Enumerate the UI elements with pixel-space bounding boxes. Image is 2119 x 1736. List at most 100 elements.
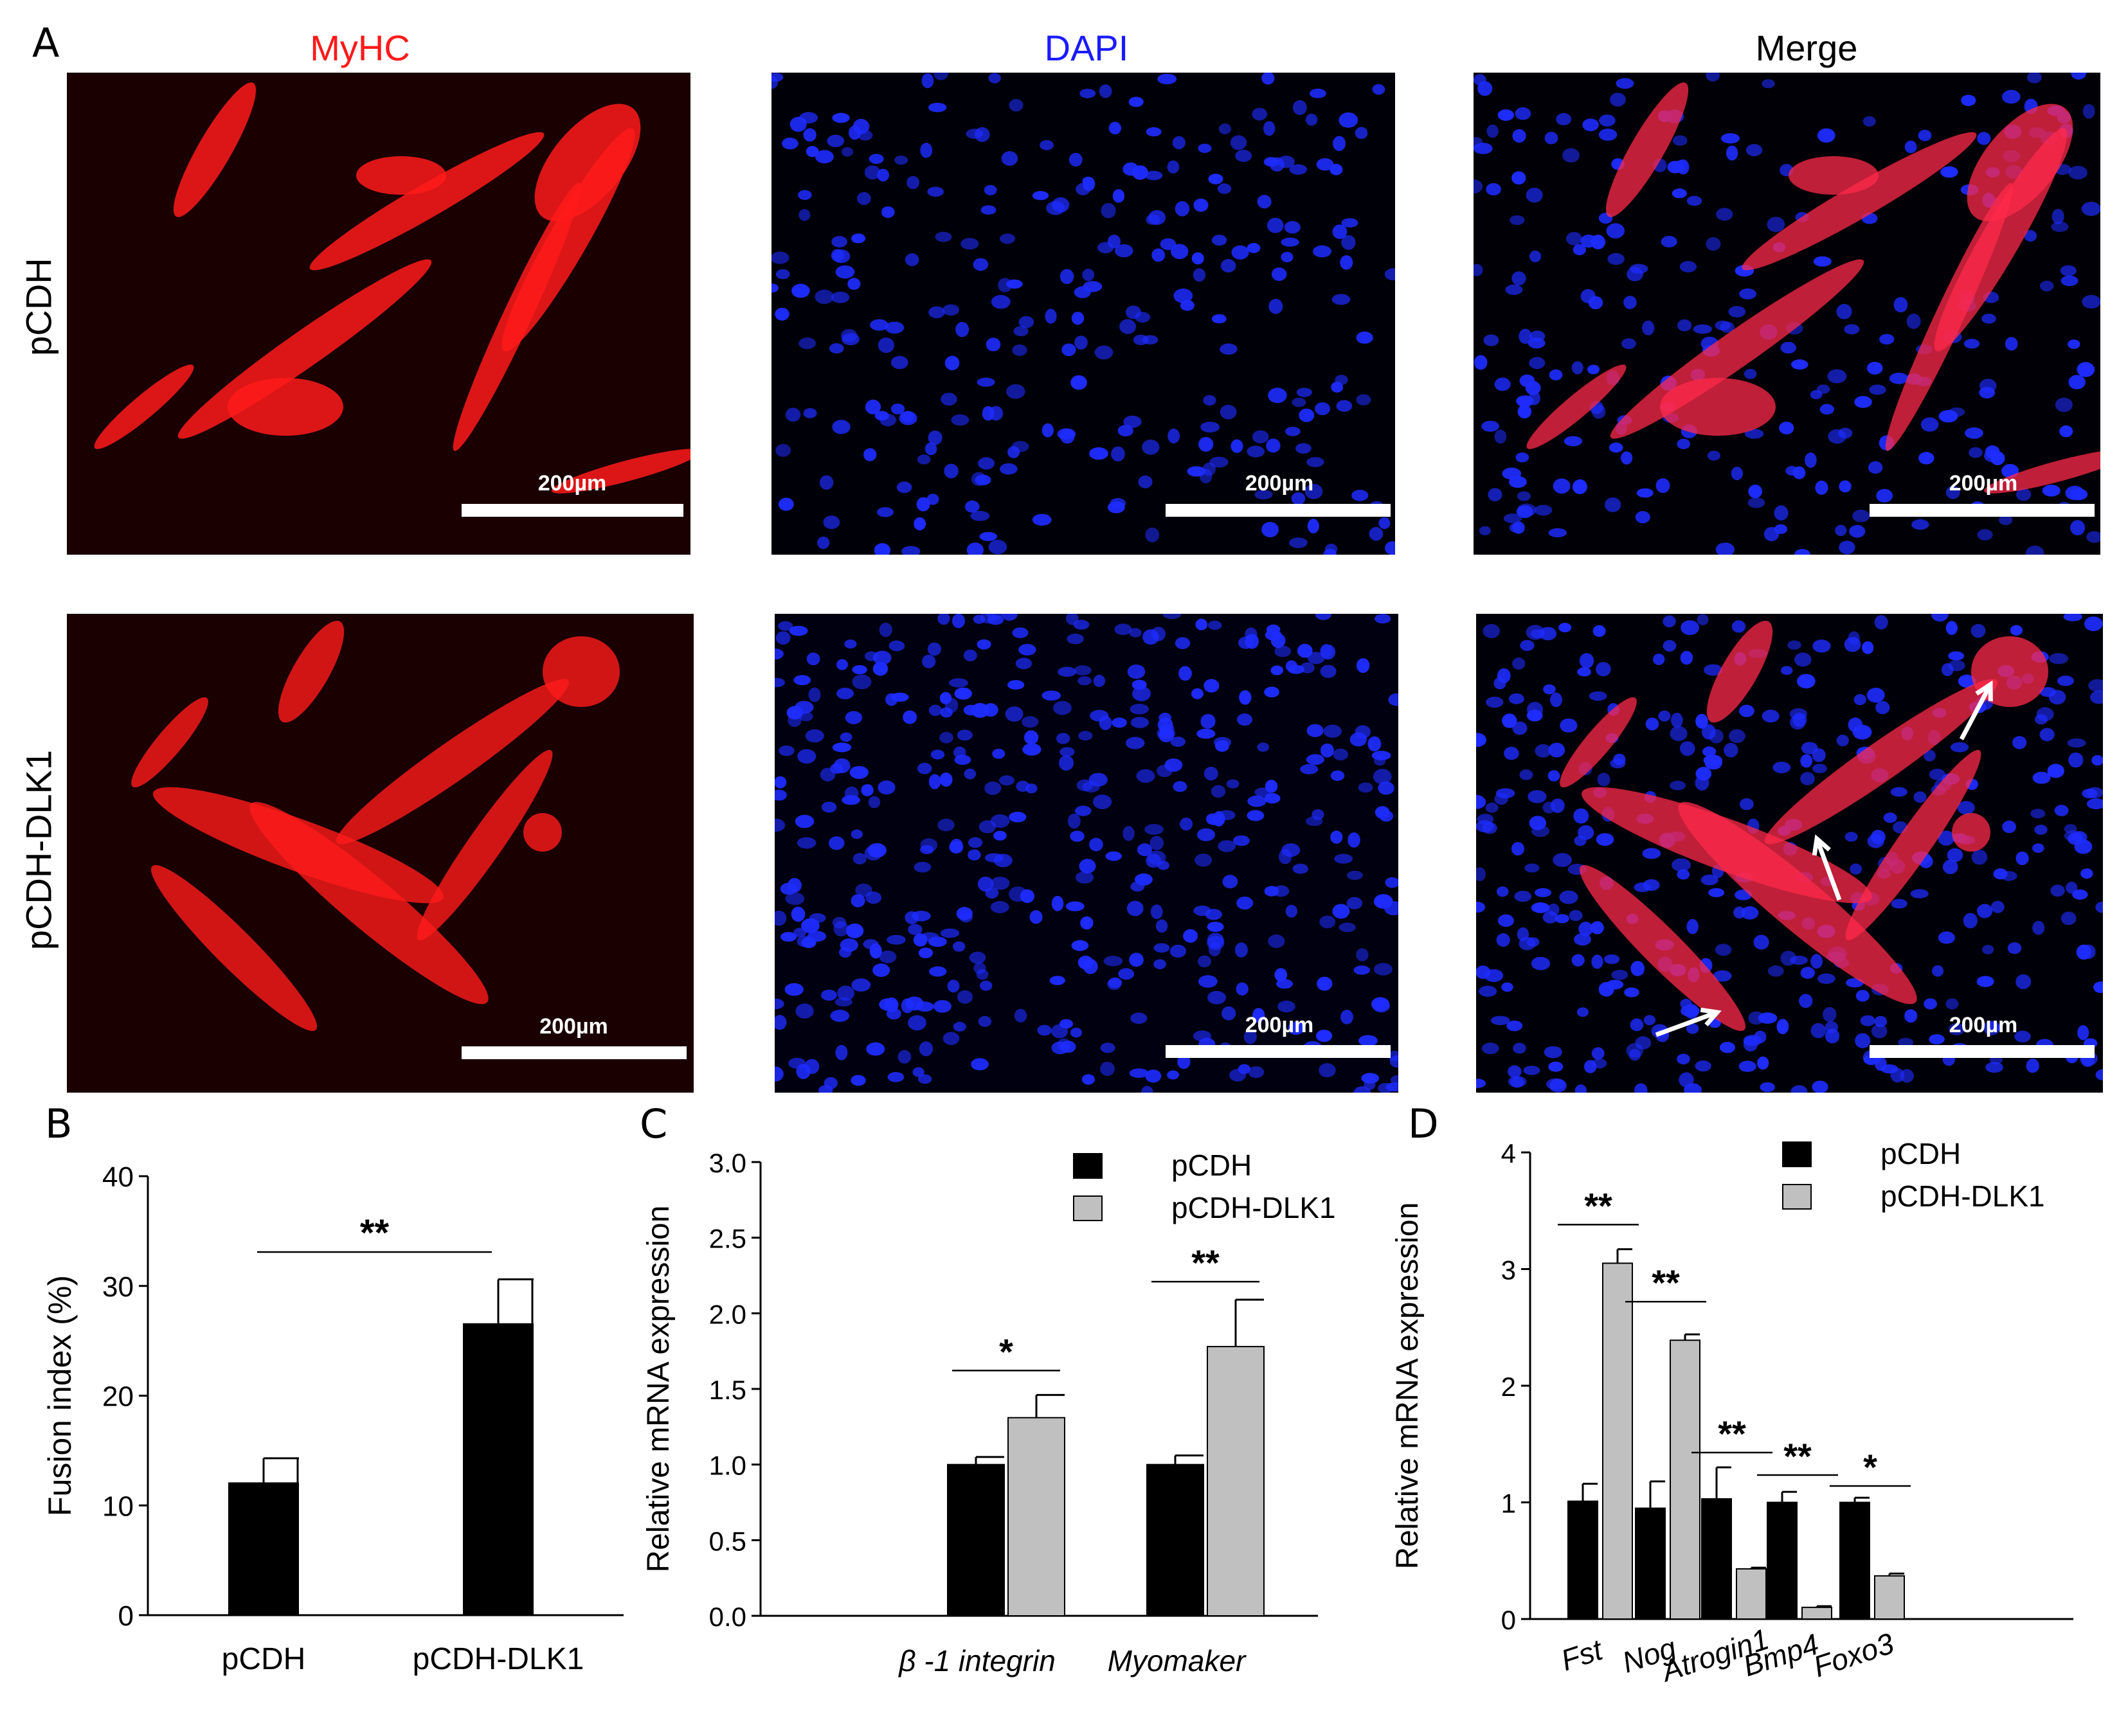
- nucleus: [1483, 334, 1499, 346]
- nucleus: [1078, 731, 1093, 741]
- nucleus: [1231, 245, 1249, 260]
- nucleus: [1230, 135, 1247, 150]
- nucleus: [1628, 1048, 1641, 1061]
- nucleus: [1497, 914, 1514, 927]
- nucleus: [1257, 195, 1272, 209]
- nucleus: [1576, 1007, 1589, 1017]
- nucleus: [1940, 166, 1958, 178]
- nucleus: [1476, 901, 1486, 913]
- nucleus: [1187, 466, 1206, 477]
- nucleus: [1371, 997, 1390, 1012]
- nucleus: [2086, 787, 2103, 798]
- nucleus: [1180, 818, 1193, 831]
- nucleus: [840, 938, 858, 953]
- bar: [463, 1323, 534, 1615]
- nucleus: [917, 762, 932, 774]
- nucleus: [1000, 463, 1018, 475]
- nucleus: [1169, 944, 1187, 958]
- nucleus: [778, 621, 793, 631]
- myotube: [1967, 103, 2073, 222]
- nucleus: [1205, 813, 1220, 825]
- panel-label-c: C: [640, 1100, 668, 1147]
- nucleus: [2049, 653, 2069, 665]
- nucleus: [1513, 1042, 1526, 1054]
- nucleus: [832, 249, 851, 264]
- nucleus: [1490, 1016, 1510, 1025]
- nucleus: [1056, 733, 1070, 744]
- nucleus: [1268, 934, 1285, 948]
- nucleus: [1155, 919, 1168, 933]
- nucleus: [977, 377, 995, 387]
- nucleus: [1526, 187, 1543, 203]
- panel-label-d: D: [1408, 1100, 1439, 1147]
- nucleus: [1320, 743, 1334, 758]
- nucleus: [1983, 1020, 2000, 1035]
- micrograph-merge-pcdh: [1474, 73, 2100, 555]
- nucleus: [1108, 121, 1121, 135]
- nucleus: [1385, 877, 1398, 888]
- nucleus: [1634, 1083, 1648, 1093]
- nucleus: [835, 265, 855, 279]
- nucleus: [1284, 220, 1301, 234]
- nucleus: [1511, 171, 1526, 185]
- nucleus: [1129, 628, 1142, 638]
- nucleus: [2042, 485, 2060, 497]
- nucleus: [1007, 680, 1025, 690]
- nucleus: [1060, 269, 1074, 285]
- nucleus: [1110, 497, 1126, 509]
- nucleus: [775, 910, 787, 926]
- nucleus: [1976, 976, 1994, 987]
- nucleus: [2068, 339, 2080, 349]
- nucleus: [1071, 311, 1085, 325]
- nucleus: [1013, 326, 1029, 337]
- nucleus: [1794, 549, 1810, 555]
- nucleus: [1160, 238, 1177, 251]
- nucleus: [1100, 1061, 1115, 1077]
- nucleus: [1103, 956, 1123, 967]
- nucleus: [1132, 165, 1148, 180]
- nucleus: [1553, 478, 1571, 494]
- nucleus: [1753, 935, 1769, 950]
- nucleus: [1819, 404, 1834, 415]
- legend-label: pCDH: [1880, 1137, 1961, 1170]
- nucleus: [1094, 345, 1114, 360]
- nucleus: [1924, 749, 1936, 762]
- nucleus: [1661, 235, 1677, 247]
- nucleus: [2007, 942, 2022, 954]
- nucleus: [1474, 143, 1493, 154]
- scale-bar: [1166, 1045, 1391, 1058]
- nucleus: [2067, 738, 2086, 748]
- nucleus: [973, 962, 986, 974]
- nucleus: [1367, 736, 1382, 752]
- nucleus: [1001, 151, 1018, 166]
- nucleus: [1264, 886, 1279, 897]
- nucleus: [951, 614, 965, 629]
- nucleus: [1904, 140, 1917, 154]
- nucleus: [1483, 623, 1501, 638]
- nucleus: [1222, 1006, 1236, 1021]
- nucleus: [1623, 296, 1637, 309]
- y-tick-label: 0: [118, 1600, 134, 1632]
- nucleus: [1494, 792, 1509, 805]
- panel-label-b: B: [45, 1100, 73, 1147]
- nucleus: [1523, 1066, 1540, 1075]
- nucleus: [1239, 690, 1252, 705]
- nucleus: [993, 854, 1013, 868]
- nucleus: [890, 403, 905, 415]
- nucleus: [920, 838, 938, 852]
- nucleus: [1556, 112, 1572, 125]
- nucleus: [784, 983, 804, 996]
- nucleus: [1012, 627, 1029, 638]
- nucleus: [1053, 701, 1072, 715]
- nucleus: [1621, 451, 1633, 465]
- scale-bar: [462, 1046, 687, 1059]
- nucleus: [1355, 127, 1368, 139]
- myotube: [1845, 749, 1981, 941]
- nucleus: [877, 507, 894, 517]
- nucleus: [1879, 334, 1895, 345]
- nucleus: [775, 269, 790, 280]
- nucleus: [2090, 690, 2103, 704]
- nucleus: [1849, 524, 1866, 538]
- nucleus: [990, 901, 1009, 913]
- nucleus: [1108, 977, 1123, 989]
